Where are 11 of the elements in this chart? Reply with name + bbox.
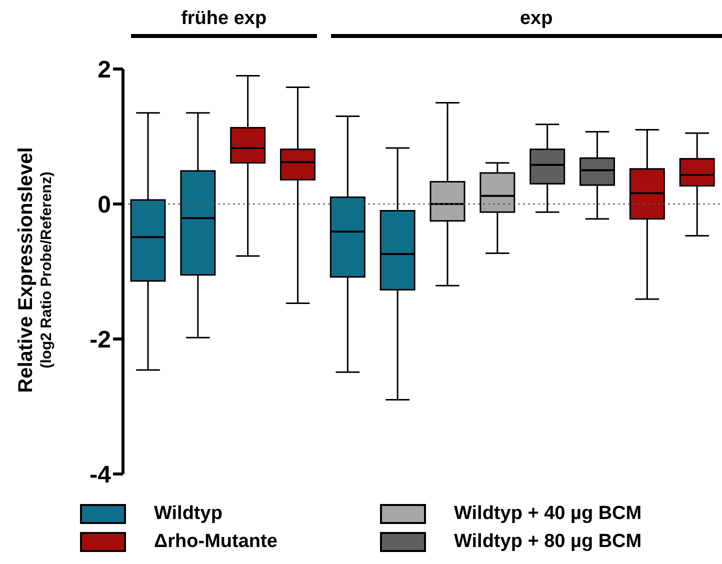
- y-tick-label: 2: [98, 56, 111, 84]
- legend-label: Δrho-Mutante: [154, 531, 278, 553]
- text: exp: [518, 8, 554, 30]
- y-tick-label: -2: [90, 326, 111, 354]
- y-tick-label: -4: [90, 462, 112, 489]
- legend-label: Wildtyp + 80 µg BCM: [454, 531, 642, 553]
- text: frühe exp: [180, 8, 268, 30]
- legend-label: Wildtyp + 40 µg BCM: [454, 503, 642, 525]
- legend-label: Wildtyp: [154, 503, 222, 525]
- y-axis-title: Relative Expressionslevel (log2 Ratio Probe/Referenz): [15, 146, 55, 395]
- y-tick-label: 0: [98, 192, 111, 219]
